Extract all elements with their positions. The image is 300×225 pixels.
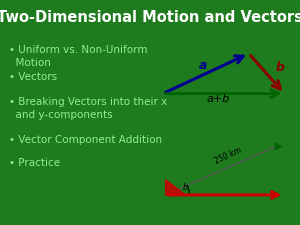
Text: Two-Dimensional Motion and Vectors: Two-Dimensional Motion and Vectors: [0, 10, 300, 25]
Text: b: b: [275, 61, 284, 74]
Text: • Vectors: • Vectors: [9, 72, 57, 82]
Text: • Practice: • Practice: [9, 158, 60, 167]
Polygon shape: [166, 180, 185, 195]
Text: a+b: a+b: [207, 94, 230, 104]
Text: b: b: [183, 183, 188, 192]
Text: • Uniform vs. Non-Uniform
  Motion: • Uniform vs. Non-Uniform Motion: [9, 45, 148, 68]
Text: 250 km: 250 km: [213, 146, 243, 166]
Text: • Vector Component Addition: • Vector Component Addition: [9, 135, 162, 145]
Text: a: a: [199, 59, 207, 72]
Text: • Breaking Vectors into their x
  and y-components: • Breaking Vectors into their x and y-co…: [9, 97, 167, 120]
